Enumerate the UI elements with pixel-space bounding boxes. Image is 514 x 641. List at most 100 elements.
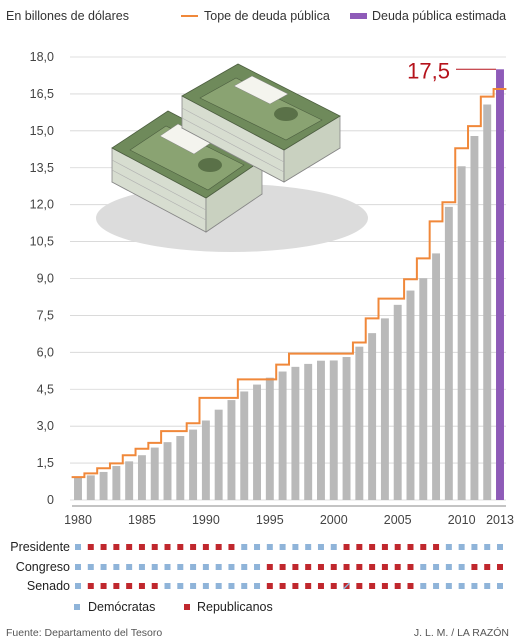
x-tick-label: 2013: [486, 513, 514, 527]
control-square: [215, 583, 222, 589]
x-tick-label: 2000: [320, 513, 348, 527]
control-square: [394, 564, 401, 570]
control-square: [381, 544, 388, 550]
control-square: [215, 564, 222, 570]
control-square: [266, 583, 273, 589]
estimated-debt-bar: [496, 69, 504, 501]
debt-bar: [444, 206, 453, 501]
control-square: [317, 564, 324, 570]
control-square: [305, 564, 312, 570]
debt-bar: [214, 409, 223, 500]
control-square: [202, 564, 209, 570]
control-square: [420, 564, 427, 570]
control-square: [151, 544, 158, 550]
control-square: [87, 544, 94, 550]
y-tick-label: 12,0: [30, 198, 54, 212]
control-square: [138, 544, 145, 550]
x-tick-label: 2010: [448, 513, 476, 527]
control-square: [126, 544, 133, 550]
debt-bar: [470, 136, 479, 501]
control-square: [433, 564, 440, 570]
control-square: [113, 544, 120, 550]
x-tick-label: 1995: [256, 513, 284, 527]
control-square: [151, 564, 158, 570]
debt-bar: [99, 471, 108, 500]
debt-bar: [265, 377, 274, 500]
control-square: [369, 583, 376, 589]
debt-bar: [125, 461, 134, 500]
control-square: [164, 564, 171, 570]
control-square: [228, 564, 235, 570]
y-tick-label: 9,0: [37, 272, 54, 286]
x-tick-labels: 1980 1985 1990 1995 2000 2005 2010 2013: [64, 513, 514, 527]
y-tick-label: 10,5: [30, 235, 54, 249]
control-square: [471, 544, 478, 550]
debt-bar: [329, 360, 338, 500]
x-tick-label: 1985: [128, 513, 156, 527]
control-square: [266, 544, 273, 550]
x-tick-label: 2005: [384, 513, 412, 527]
control-square: [420, 583, 427, 589]
y-tick-label: 0: [47, 493, 54, 507]
control-square: [177, 583, 184, 589]
debt-bar: [393, 304, 402, 500]
legend-label-estimated: Deuda pública estimada: [372, 9, 506, 23]
debt-bar: [278, 371, 287, 500]
debt-bar: [457, 166, 466, 501]
debt-bar: [253, 384, 261, 500]
debt-bar: [432, 253, 441, 500]
y-tick-label: 18,0: [30, 50, 54, 64]
control-square: [266, 564, 273, 570]
control-square: [305, 544, 312, 550]
control-square: [254, 564, 261, 570]
control-square: [407, 583, 414, 589]
control-square: [330, 564, 337, 570]
debt-bar: [176, 436, 185, 500]
debt-bar: [483, 104, 492, 500]
control-square: [381, 583, 388, 589]
debt-bar: [419, 278, 428, 500]
control-square: [343, 544, 350, 550]
y-tick-label: 1,5: [37, 456, 54, 470]
y-tick-label: 6,0: [37, 345, 54, 359]
y-tick-label: 7,5: [37, 308, 54, 322]
control-square: [330, 583, 337, 589]
control-square: [190, 583, 197, 589]
control-square: [292, 564, 299, 570]
money-stack-illustration: [96, 63, 368, 252]
control-square: [113, 583, 120, 589]
control-square: [317, 544, 324, 550]
control-square: [458, 564, 465, 570]
control-square: [433, 544, 440, 550]
control-square-mixed-slash: [343, 582, 351, 590]
control-square: [100, 564, 107, 570]
debt-limit-step-line: [71, 87, 507, 479]
debt-bar: [355, 346, 364, 500]
control-square: [292, 583, 299, 589]
control-square: [381, 564, 388, 570]
y-tick-label: 15,0: [30, 124, 54, 138]
estimate-annotation-label: 17,5: [407, 58, 450, 83]
control-square: [356, 544, 363, 550]
control-square: [458, 583, 465, 589]
control-square: [279, 583, 286, 589]
x-tick-label: 1980: [64, 513, 92, 527]
control-square: [75, 544, 81, 550]
control-square: [241, 544, 248, 550]
control-square: [190, 564, 197, 570]
control-square: [164, 544, 171, 550]
control-square: [343, 564, 350, 570]
y-tick-label: 13,5: [30, 161, 54, 175]
debt-bar: [189, 429, 198, 500]
control-square: [228, 544, 235, 550]
control-square: [369, 544, 376, 550]
control-square: [317, 583, 324, 589]
source-note: Fuente: Departamento del Tesoro: [6, 627, 162, 639]
debt-bar: [380, 318, 389, 500]
control-square: [279, 544, 286, 550]
debt-bar: [342, 357, 351, 500]
debt-bar: [201, 420, 210, 500]
control-square: [190, 544, 197, 550]
debt-bar: [163, 442, 172, 500]
debt-bar: [137, 455, 146, 500]
